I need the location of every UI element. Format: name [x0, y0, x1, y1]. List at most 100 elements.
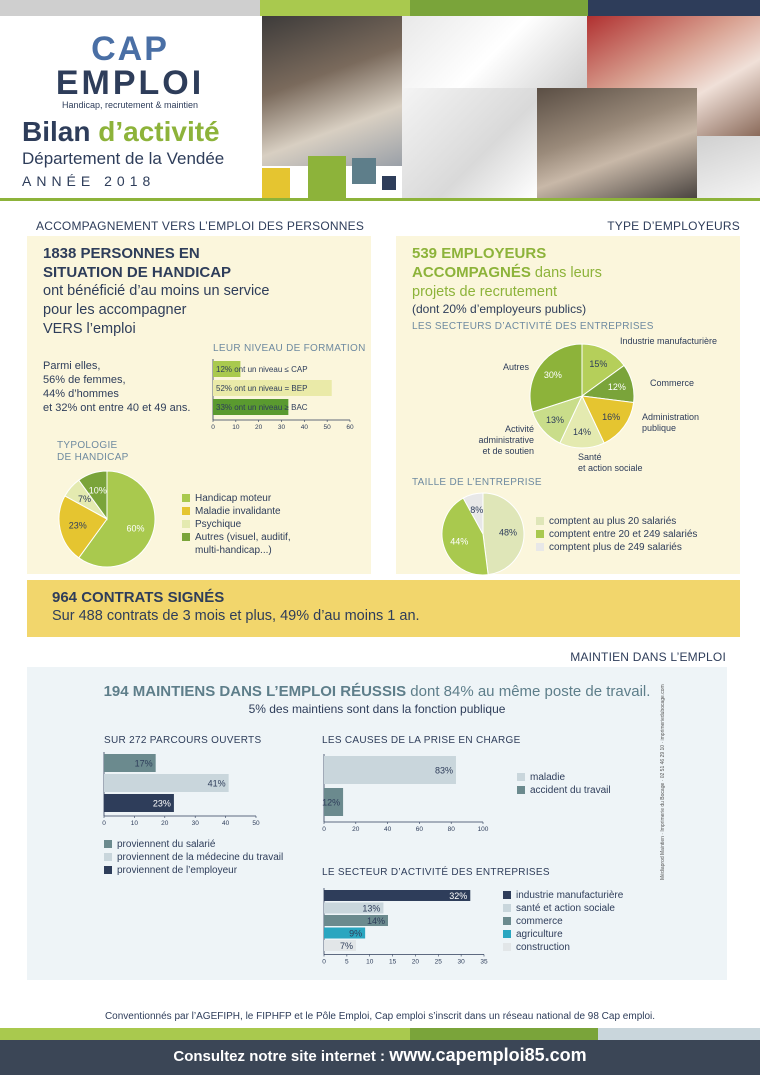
employers-title-line1: 539 EMPLOYEURS	[412, 245, 547, 262]
legend-label: Autres (visuel, auditif, multi-handicap.…	[195, 532, 291, 556]
legend-swatch	[503, 930, 511, 939]
legend-swatch	[503, 917, 511, 926]
secteurs-title: LES SECTEURS D’ACTIVITÉ DES ENTREPRISES	[412, 321, 654, 332]
formation-title: LEUR NIVEAU DE FORMATION	[213, 343, 366, 354]
pie-slice-1	[581, 343, 625, 397]
legend-label: proviennent du salarié	[117, 839, 216, 850]
bar-1	[324, 890, 471, 901]
typologie-legend: Handicap moteur Maladie invalidante Psychi…	[182, 492, 362, 557]
persons-title: 1838 PERSONNES EN SITUATION DE HANDICAP …	[43, 244, 270, 339]
x-tick-label: 40	[301, 424, 309, 431]
legend-label: comptent plus de 249 salariés	[549, 542, 682, 553]
persons-sub-line2: pour les accompagner	[43, 302, 187, 318]
legend-item: proviennent du salarié	[104, 838, 294, 851]
legend-swatch	[182, 507, 190, 516]
footer-bar-green	[0, 1028, 410, 1040]
stats-line4: et 32% ont entre 40 et 49 ans.	[43, 402, 191, 414]
legend-swatch	[503, 904, 511, 913]
pie-label: 16%	[602, 412, 620, 422]
year: ANNÉE 2018	[22, 173, 156, 189]
bar-label: 12% ont un niveau ≤ CAP	[216, 365, 308, 374]
section-heading-maintien: MAINTIEN DANS L’EMPLOI	[570, 650, 726, 664]
pie-slice-2	[441, 497, 489, 576]
bar-value-label: 83%	[435, 766, 453, 776]
x-tick-label: 35	[480, 959, 488, 966]
bar-value-label: 14%	[367, 916, 385, 926]
persons-stats: Parmi elles, 56% de femmes, 44% d’hommes…	[43, 359, 190, 415]
x-tick-label: 20	[161, 820, 169, 827]
legend-swatch	[104, 853, 112, 862]
legend-item: proviennent de la médecine du travail	[104, 851, 294, 864]
legend-label: agriculture	[516, 929, 563, 940]
bar-3	[324, 915, 388, 926]
bar-1	[324, 756, 456, 784]
secteur-maintien-legend: industrie manufacturière santé et action …	[503, 889, 703, 954]
pie-category-label: Commerce	[650, 378, 694, 388]
taille-pie: 48% 44% 8%	[441, 492, 525, 576]
maintien-title-bold: 194 MAINTIENS DANS L’EMPLOI RÉUSSIS	[103, 683, 407, 700]
x-tick-label: 60	[346, 424, 354, 431]
legend-swatch	[104, 866, 112, 875]
logo-cap: CAP	[91, 30, 169, 68]
x-tick-label: 0	[322, 826, 326, 833]
top-bar-green	[260, 0, 410, 16]
legend-item: agriculture	[503, 928, 703, 941]
legend-swatch	[182, 533, 190, 541]
legend-label: industrie manufacturière	[516, 890, 624, 901]
deco-square-navy	[382, 176, 396, 190]
maintien-sub: 5% des maintiens sont dans la fonction p…	[248, 702, 506, 716]
photo-writing	[402, 88, 537, 198]
secteur-maintien-chart: 0 5 10 15 20 25 30 35 32% 13% 14% 9% 7%	[322, 888, 488, 966]
pie-slice-4	[78, 470, 108, 521]
parcours-title: SUR 272 PARCOURS OUVERTS	[104, 735, 262, 746]
side-credit: Médiaprod Maintien · Imprimerie du Bocag…	[660, 684, 666, 880]
convention-text: Conventionnés par l’AGEFIPH, le FIPHFP e…	[104, 1011, 656, 1022]
pie-label: 8%	[470, 505, 483, 515]
legend-item: Maladie invalidante	[182, 505, 362, 518]
pie-label: 14%	[573, 427, 591, 437]
photo-mechanic	[537, 88, 697, 198]
legend-swatch	[517, 773, 525, 782]
legend-item: accident du travail	[517, 784, 667, 797]
x-tick-label: 80	[448, 826, 456, 833]
pie-slice-1	[78, 470, 156, 568]
pie-label: 15%	[589, 359, 607, 369]
legend-label: santé et action sociale	[516, 903, 615, 914]
pie-category-label: administrative	[478, 435, 534, 445]
pie-label: 13%	[546, 415, 564, 425]
website-line: Consultez notre site internet : www.cape…	[0, 1045, 760, 1066]
x-tick-label: 0	[322, 959, 326, 966]
website-link[interactable]: www.capemploi85.com	[389, 1045, 587, 1065]
x-tick-label: 15	[389, 959, 397, 966]
causes-chart: 0 20 40 60 80 100 83% 12%	[322, 754, 489, 833]
legend-label: accident du travail	[530, 785, 611, 796]
x-tick-label: 60	[416, 826, 424, 833]
x-tick-label: 10	[366, 959, 374, 966]
pie-label: 23%	[69, 521, 87, 531]
employers-title-line3: projets de recrutement	[412, 284, 558, 300]
pie-label: 12%	[608, 382, 626, 392]
section-heading-employers: TYPE D’EMPLOYEURS	[607, 219, 740, 233]
top-bar-navy	[410, 0, 588, 16]
employers-title-line2: ACCOMPAGNÉS dans leurs	[412, 263, 602, 283]
stats-line3: 44% d’hommes	[43, 388, 119, 400]
pie-category-label: Activité	[505, 424, 534, 434]
bar-2	[324, 902, 384, 914]
pie-label: 44%	[450, 537, 468, 547]
taille-title: TAILLE DE L’ENTREPRISE	[412, 477, 542, 488]
x-tick-label: 30	[458, 959, 466, 966]
bar-value-label: 23%	[153, 799, 171, 809]
x-tick-label: 40	[222, 820, 230, 827]
photo-kitchen	[697, 136, 760, 198]
parcours-legend: proviennent du salarié proviennent de la …	[104, 838, 294, 877]
legend-swatch	[182, 520, 190, 529]
top-bar-gray	[0, 0, 260, 16]
legend-label: proviennent de la médecine du travail	[117, 852, 284, 863]
title-part1: Bilan	[22, 116, 91, 147]
x-tick-label: 100	[478, 826, 489, 833]
pie-category-label: Industrie manufacturière	[620, 336, 717, 346]
bar-3	[213, 399, 289, 415]
legend-swatch	[104, 840, 112, 849]
legend-label: construction	[516, 942, 570, 953]
parcours-chart: 0 10 20 30 40 50 17% 41% 23%	[102, 752, 260, 827]
